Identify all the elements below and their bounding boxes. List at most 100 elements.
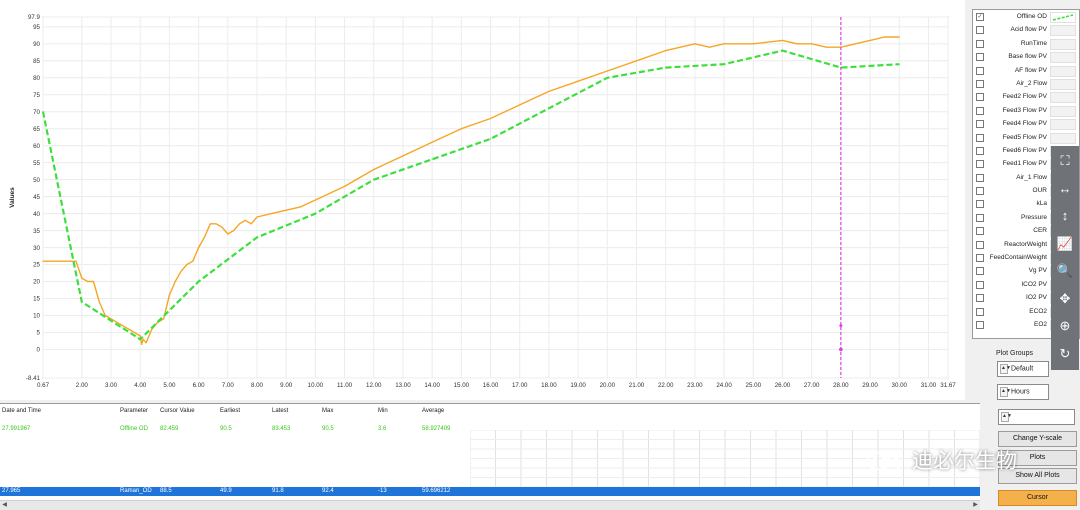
reset-icon[interactable]: ↻ — [1059, 345, 1071, 361]
series-1-point — [139, 338, 141, 340]
legend-checkbox[interactable] — [976, 320, 984, 329]
legend-checkbox[interactable] — [976, 106, 984, 115]
plot-group-value: Default — [1011, 365, 1034, 373]
x-tick-label: 9.00 — [280, 382, 293, 389]
header-earliest[interactable]: Earliest — [220, 408, 241, 414]
legend-checkbox[interactable] — [976, 146, 984, 155]
legend-swatch — [1050, 38, 1076, 50]
group-spinner-icon[interactable]: ▲▼ — [1000, 364, 1011, 374]
header-latest[interactable]: Latest — [272, 408, 289, 414]
header-min[interactable]: Min — [378, 408, 388, 414]
y-scale-spinner-icon[interactable]: ▲▼ — [1001, 412, 1012, 422]
scroll-right-icon[interactable]: ▶ — [973, 502, 978, 508]
legend-swatch — [1050, 119, 1076, 131]
legend-item[interactable]: ✓ Offline OD — [973, 10, 1079, 23]
series-0-point — [42, 260, 44, 262]
series-0-point — [81, 277, 83, 279]
legend-checkbox[interactable] — [976, 66, 984, 75]
legend-swatch — [1050, 12, 1076, 23]
legend-checkbox[interactable] — [976, 120, 984, 129]
legend-checkbox[interactable] — [976, 173, 984, 182]
legend-checkbox[interactable] — [976, 294, 984, 303]
legend-item-label: Feed4 Flow PV — [1002, 120, 1047, 128]
legend-checkbox[interactable]: ✓ — [976, 13, 984, 21]
table-row-selected[interactable]: 27.965 Raman_OD 88.5 49.9 91.8 92.4 -13 … — [0, 487, 980, 496]
legend-checkbox[interactable] — [976, 267, 984, 276]
series-0-point — [233, 229, 235, 232]
x-tick-label: 0.67 — [37, 382, 50, 389]
legend-item[interactable]: Feed3 Flow PV — [973, 104, 1079, 117]
legend-checkbox[interactable] — [976, 133, 984, 142]
header-cursor-value[interactable]: Cursor Value — [160, 408, 195, 414]
legend-item[interactable]: Base flow PV — [973, 50, 1079, 64]
zoom-fit-icon[interactable]: ⛶ — [1060, 153, 1070, 168]
header-max[interactable]: Max — [322, 408, 334, 414]
legend-item[interactable]: Air_2 Flow — [973, 77, 1079, 90]
legend-item[interactable]: Feed2 Flow PV — [973, 90, 1079, 104]
x-tick-label: 29.00 — [862, 382, 878, 389]
legend-checkbox[interactable] — [976, 240, 984, 249]
series-0-point — [402, 155, 404, 157]
series-0-point — [606, 70, 608, 72]
x-tick-label: 18.00 — [541, 382, 557, 389]
plot-toolbar: ⛶ ↔ ↕ 📈 🔍 ✥ ⊕ ↻ — [1051, 146, 1079, 370]
target-icon[interactable]: ⊕ — [1059, 318, 1071, 333]
horizontal-scrollbar[interactable]: ◀ ▶ — [0, 500, 980, 510]
scroll-left-icon[interactable]: ◀ — [2, 502, 7, 508]
legend-checkbox[interactable] — [976, 227, 984, 236]
y-tick-label: 50 — [33, 177, 40, 184]
series-0-point — [87, 280, 89, 283]
legend-item[interactable]: Feed4 Flow PV — [973, 117, 1079, 131]
series-0-point — [142, 338, 144, 340]
y-tick-label: 75 — [33, 92, 40, 99]
legend-checkbox[interactable] — [976, 280, 984, 289]
series-0-point — [192, 260, 194, 262]
series-0-point — [460, 128, 462, 130]
cursor-button[interactable]: Cursor — [998, 490, 1077, 506]
legend-item[interactable]: Acid flow PV — [973, 23, 1079, 37]
y-tick-label: 55 — [33, 160, 40, 167]
legend-checkbox[interactable] — [976, 26, 984, 35]
plots-button[interactable]: Plots — [998, 450, 1077, 466]
series-0-point — [781, 39, 784, 42]
header-parameter[interactable]: Parameter — [120, 408, 149, 414]
y-tick-label: 45 — [33, 194, 40, 201]
pan-icon[interactable]: ✥ — [1059, 290, 1071, 306]
legend-checkbox[interactable] — [976, 187, 984, 196]
legend-checkbox[interactable] — [976, 53, 984, 62]
series-1-point — [314, 213, 316, 215]
show-all-plots-button[interactable]: Show All Plots — [998, 468, 1077, 484]
legend-checkbox[interactable] — [976, 307, 984, 316]
legend-checkbox[interactable] — [976, 160, 984, 169]
y-scale-input[interactable]: ▲▼ — [998, 409, 1075, 425]
time-unit-selector[interactable]: ▲▼ Hours — [997, 384, 1049, 400]
plot-area[interactable]: 0.67 2.00 3.00 4.00 5.00 6.00 7.00 8.00 9.00 10.0… — [0, 0, 965, 400]
zoom-x-icon[interactable]: ↔ — [1058, 180, 1072, 196]
x-tick-label: 25.00 — [746, 382, 762, 389]
line-chart[interactable]: 0.67 2.00 3.00 4.00 5.00 6.00 7.00 8.00 9.00 10.0… — [0, 0, 965, 400]
legend-checkbox[interactable] — [976, 93, 984, 102]
series-line-1 — [41, 49, 900, 341]
legend-item[interactable]: AF flow PV — [973, 64, 1079, 77]
y-tick-label: 80 — [33, 75, 40, 82]
legend-checkbox[interactable] — [976, 200, 984, 209]
legend-checkbox[interactable] — [976, 79, 984, 88]
legend-checkbox[interactable] — [976, 213, 984, 222]
legend-item-label: Feed3 Flow PV — [1002, 106, 1047, 114]
change-y-scale-button[interactable]: Change Y-scale — [998, 431, 1077, 447]
row-average: 59.696212 — [422, 488, 451, 494]
zoom-box-icon[interactable]: 🔍 — [1056, 263, 1074, 278]
series-0-point — [139, 335, 141, 337]
legend-checkbox[interactable] — [976, 254, 984, 263]
header-date-time[interactable]: Date and Time — [2, 408, 42, 414]
legend-checkbox[interactable] — [976, 39, 984, 48]
autoscale-icon[interactable]: 📈 — [1056, 235, 1074, 251]
series-0-point — [343, 185, 346, 188]
series-1-point — [665, 66, 667, 69]
legend-item[interactable]: RunTime — [973, 37, 1079, 50]
unit-spinner-icon[interactable]: ▲▼ — [1000, 387, 1011, 397]
zoom-y-icon[interactable]: ↕ — [1061, 208, 1069, 223]
header-average[interactable]: Average — [422, 408, 445, 414]
legend-item[interactable]: Feed5 Flow PV — [973, 131, 1079, 144]
plot-group-selector[interactable]: ▲▼ Default — [997, 361, 1049, 377]
